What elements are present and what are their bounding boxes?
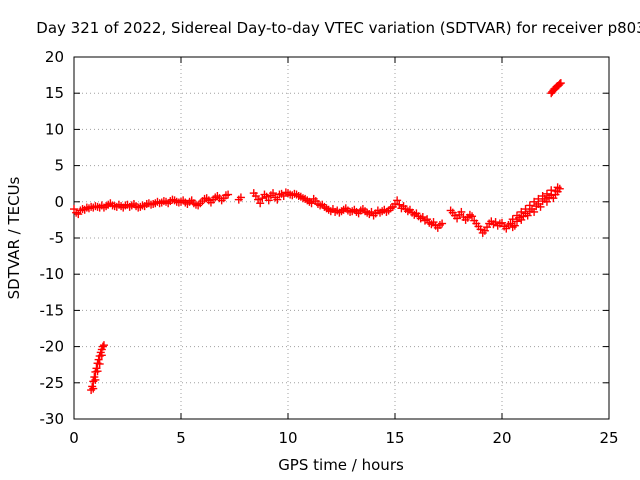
data-point	[269, 189, 278, 198]
data-point	[517, 207, 526, 216]
data-point	[536, 202, 545, 211]
data-point	[542, 197, 551, 206]
data-point	[438, 219, 447, 228]
y-tick-label: -30	[40, 410, 65, 428]
y-tick-label: 10	[45, 120, 64, 138]
data-point	[508, 215, 517, 224]
data-point	[538, 192, 547, 201]
data-point	[264, 196, 273, 205]
data-points	[70, 79, 565, 395]
data-point	[393, 196, 402, 205]
data-point	[521, 205, 530, 214]
data-point	[512, 211, 521, 220]
data-point	[556, 79, 565, 88]
x-axis-label: GPS time / hours	[278, 456, 404, 474]
data-point	[89, 384, 98, 393]
x-tick-label: 0	[69, 429, 79, 447]
data-point	[307, 199, 316, 208]
data-point	[236, 193, 245, 202]
data-point	[457, 207, 466, 216]
data-point	[525, 201, 534, 210]
y-tick-label: 0	[54, 193, 64, 211]
x-tick-label: 25	[599, 429, 618, 447]
y-tick-label: -20	[40, 338, 65, 356]
data-point	[273, 195, 282, 204]
data-point	[555, 79, 564, 88]
data-point	[551, 186, 560, 195]
data-point	[510, 221, 519, 230]
data-point	[95, 359, 104, 368]
x-tick-label: 20	[492, 429, 511, 447]
x-tick-label: 15	[385, 429, 404, 447]
data-point	[547, 186, 556, 195]
data-point	[530, 197, 539, 206]
data-point	[468, 212, 477, 221]
y-tick-label: -10	[40, 265, 65, 283]
y-tick-label: 5	[54, 157, 64, 175]
y-tick-label: -5	[49, 229, 64, 247]
data-point	[91, 375, 100, 384]
data-point	[98, 342, 107, 351]
y-tick-label: 20	[45, 48, 64, 66]
data-point	[94, 355, 103, 364]
y-tick-label: 15	[45, 84, 64, 102]
data-point	[224, 190, 233, 199]
data-point	[97, 351, 106, 360]
x-tick-label: 10	[278, 429, 297, 447]
grid-lines	[74, 57, 609, 419]
data-point	[99, 341, 108, 350]
x-tick-label: 5	[176, 429, 186, 447]
data-point	[93, 367, 102, 376]
y-tick-label: -15	[40, 301, 65, 319]
y-tick-label: -25	[40, 374, 65, 392]
data-point	[530, 207, 539, 216]
chart-title: Day 321 of 2022, Sidereal Day-to-day VTE…	[36, 19, 640, 37]
y-axis-label: SDTVAR / TECUs	[5, 176, 23, 299]
axis-ticks: 0 5 10 15 20 25 -30 -25 -20 -15 -10 -5 0 5 10 15 20	[40, 48, 619, 447]
data-point	[534, 194, 543, 203]
data-point	[542, 189, 551, 198]
data-point	[523, 211, 532, 220]
data-point	[256, 199, 265, 208]
